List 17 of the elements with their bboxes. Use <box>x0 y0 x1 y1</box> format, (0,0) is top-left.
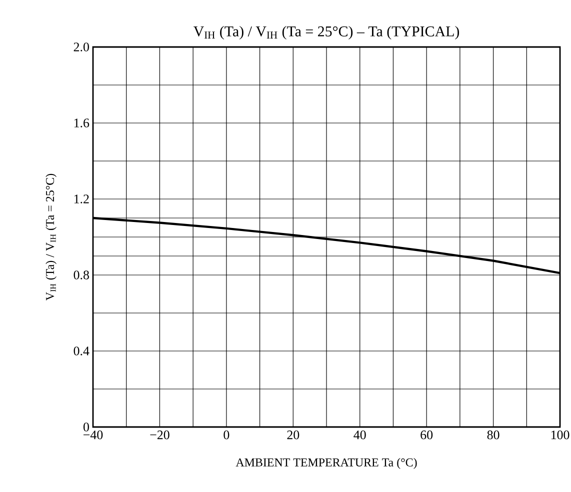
y-tick-label: 1.2 <box>74 194 89 204</box>
y-tick-label: 0.4 <box>74 346 90 356</box>
y-tick-label: 1.6 <box>74 118 90 128</box>
x-tick-label: 0 <box>224 430 230 440</box>
x-tick-label: −40 <box>84 430 103 440</box>
y-tick-label: 2.0 <box>74 42 89 52</box>
x-tick-label: 100 <box>551 430 570 440</box>
x-tick-label: 40 <box>354 430 366 440</box>
y-axis-title: V$_{IH}$ (Ta) / V$_{IH}$ (Ta = 25°C) <box>46 174 56 300</box>
x-tick-label: 20 <box>287 430 300 440</box>
y-tick-label: 0 <box>84 422 89 432</box>
x-tick-label: 60 <box>420 430 433 440</box>
y-tick-label: 0.8 <box>74 270 89 280</box>
x-axis-title: AMBIENT TEMPERATURE Ta (°C) <box>236 458 417 469</box>
chart-title: V$_{IH}$ (Ta) / V$_{IH}$ (Ta = 25°C) – Ta (TYPICAL) <box>194 26 460 40</box>
x-tick-label: −20 <box>150 430 170 440</box>
x-tick-label: 80 <box>487 430 500 440</box>
